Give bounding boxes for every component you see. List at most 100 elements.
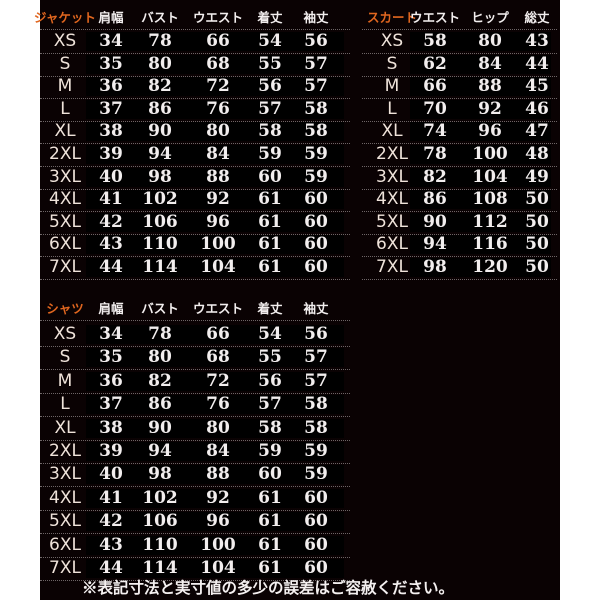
table-row: M 36 82 72 56 57: [40, 370, 350, 394]
measurement-value: 57: [258, 98, 282, 119]
measurement-value: 59: [258, 441, 282, 461]
measurement-value: 120: [472, 257, 508, 277]
measurement-value: 80: [478, 31, 502, 51]
measurement-value: 86: [148, 394, 172, 415]
size-label: 7XL: [49, 558, 81, 578]
column-header: 袖丈: [303, 10, 329, 25]
measurement-value: 43: [99, 534, 123, 555]
measurement-value: 61: [258, 511, 282, 532]
table-row: 4XL 86 108 50: [362, 188, 557, 213]
row-band: [86, 535, 344, 555]
size-label: L: [387, 98, 397, 119]
size-label: L: [60, 98, 70, 119]
measurement-value: 112: [472, 211, 508, 232]
measurement-value: 61: [258, 211, 282, 232]
measurement-value: 54: [258, 31, 282, 51]
measurement-value: 106: [142, 511, 178, 532]
row-band: [86, 145, 344, 164]
table-row: 2XL 39 94 84 59 59: [40, 440, 350, 464]
measurement-value: 60: [304, 511, 328, 532]
measurement-value: 34: [99, 31, 123, 51]
row-band: [86, 212, 344, 232]
measurement-value: 58: [304, 98, 328, 119]
size-label: 3XL: [376, 166, 408, 187]
measurement-value: 36: [99, 76, 123, 97]
table-row: XL 38 90 80 58 58: [40, 120, 350, 145]
measurement-value: 42: [99, 211, 123, 232]
measurement-value: 58: [304, 121, 328, 142]
measurement-value: 98: [148, 464, 172, 485]
row-band: [410, 190, 551, 210]
measurement-value: 35: [99, 347, 123, 368]
table-row: 4XL 41 102 92 61 60: [40, 487, 350, 511]
column-header: 袖丈: [303, 301, 329, 316]
measurement-value: 104: [200, 257, 236, 277]
measurement-value: 48: [525, 144, 549, 164]
measurement-value: 96: [478, 121, 502, 142]
size-label: 2XL: [376, 144, 408, 164]
measurement-value: 74: [423, 121, 447, 142]
size-label: M: [57, 370, 73, 391]
measurement-value: 38: [99, 121, 123, 142]
size-label: S: [59, 347, 71, 368]
table-row: 3XL 82 104 49: [362, 166, 557, 190]
size-label: 5XL: [49, 511, 81, 532]
measurement-value: 92: [206, 487, 230, 508]
measurement-value: 57: [258, 394, 282, 415]
size-label: XL: [54, 417, 76, 438]
row-band: [86, 348, 344, 368]
table-row: 5XL 90 112 50: [362, 211, 557, 235]
measurement-value: 94: [148, 441, 172, 461]
size-label: XL: [54, 121, 76, 142]
table-row: XL 38 90 80 58 58: [40, 417, 350, 441]
measurement-value: 90: [423, 211, 447, 232]
measurement-value: 104: [200, 558, 236, 578]
measurement-value: 50: [525, 211, 549, 232]
measurement-value: 90: [148, 121, 172, 142]
measurement-value: 110: [142, 234, 178, 255]
measurement-value: 59: [304, 464, 328, 485]
row-band: [86, 190, 344, 210]
measurement-value: 56: [258, 370, 282, 391]
measurement-value: 68: [206, 53, 230, 74]
measurement-value: 60: [304, 211, 328, 232]
measurement-value: 68: [206, 347, 230, 368]
measurement-value: 102: [142, 487, 178, 508]
measurement-value: 66: [423, 76, 447, 97]
size-label: S: [59, 53, 71, 74]
measurement-value: 58: [423, 31, 447, 51]
measurement-value: 72: [206, 76, 230, 97]
measurement-value: 47: [525, 121, 549, 142]
measurement-value: 78: [148, 31, 172, 51]
table-row: M 36 82 72 56 57: [40, 75, 350, 100]
table-row: XS 34 78 66 54 56: [40, 323, 350, 347]
row-band: [86, 418, 344, 438]
measurement-value: 88: [478, 76, 502, 97]
size-label: M: [57, 76, 73, 97]
measurement-value: 84: [206, 144, 230, 164]
row-band: [86, 122, 344, 142]
measurement-value: 78: [423, 144, 447, 164]
row-band: [410, 32, 551, 51]
measurement-value: 98: [423, 257, 447, 277]
column-header: 着丈: [257, 10, 283, 25]
table-row: 6XL 43 110 100 61 60: [40, 534, 350, 558]
measurement-value: 90: [148, 417, 172, 438]
measurement-value: 41: [99, 487, 123, 508]
measurement-value: 56: [304, 31, 328, 51]
column-header: 肩幅: [98, 301, 124, 316]
measurement-value: 94: [423, 234, 447, 255]
row-band: [86, 559, 344, 578]
measurement-value: 61: [258, 234, 282, 255]
measurement-value: 59: [304, 441, 328, 461]
measurement-value: 60: [258, 166, 282, 187]
table-row: 3XL 40 98 88 60 59: [40, 463, 350, 488]
size-label: M: [384, 76, 400, 97]
measurement-value: 44: [525, 53, 549, 74]
measurement-value: 96: [206, 511, 230, 532]
table-title: ジャケット: [34, 10, 96, 25]
row-band: [86, 465, 344, 485]
measurement-value: 78: [148, 324, 172, 344]
measurement-value: 80: [206, 121, 230, 142]
row-band: [410, 212, 551, 232]
